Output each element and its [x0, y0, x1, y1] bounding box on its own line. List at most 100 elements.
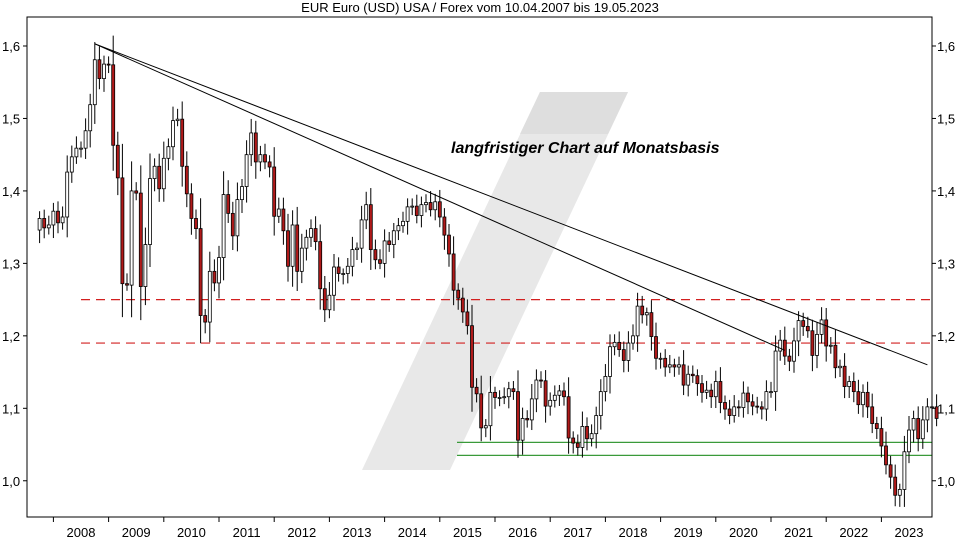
- candle-body: [226, 194, 231, 214]
- candle-body: [263, 154, 267, 163]
- candle-body: [589, 433, 594, 440]
- candle-body: [520, 418, 525, 441]
- candle-body: [129, 190, 134, 286]
- trendline: [94, 43, 928, 366]
- candle-body: [152, 165, 157, 179]
- x-tick-label: 2016: [508, 525, 537, 540]
- candle-body: [529, 398, 534, 421]
- candle-body: [543, 380, 548, 407]
- candle-body: [884, 445, 888, 466]
- candle-body: [184, 165, 189, 195]
- candle-body: [46, 224, 51, 229]
- candle-body: [539, 379, 543, 382]
- candle-body: [189, 193, 194, 219]
- candle-body: [603, 376, 608, 393]
- x-tick-label: 2011: [233, 525, 261, 540]
- candle-body: [796, 320, 801, 342]
- candle-body: [700, 383, 704, 393]
- candle-body: [695, 375, 700, 385]
- candle-body: [746, 392, 750, 403]
- candle-body: [65, 171, 70, 218]
- candle-body: [916, 418, 921, 440]
- chart-annotation: langfristiger Chart auf Monatsbasis: [451, 140, 720, 157]
- candle-body: [792, 340, 796, 362]
- y-tick-label: 1,2: [2, 329, 20, 344]
- y-tick-label: 1,1: [2, 401, 20, 416]
- y-tick-label: 1,5: [937, 111, 955, 126]
- x-tick-label: 2021: [784, 525, 813, 540]
- candle-body: [856, 391, 861, 406]
- candle-body: [819, 319, 824, 335]
- candle-body: [764, 391, 769, 410]
- plot-frame: [26, 16, 933, 518]
- candle-body: [815, 333, 819, 356]
- candle-body: [350, 249, 355, 267]
- candle-body: [502, 396, 507, 399]
- candle-body: [672, 364, 677, 368]
- candle-body: [240, 186, 244, 201]
- candle-body: [805, 326, 810, 332]
- candle-body: [769, 391, 773, 394]
- candle-body: [79, 147, 83, 150]
- candle-body: [585, 426, 589, 440]
- candle-body: [180, 118, 185, 167]
- candle-body: [244, 154, 249, 187]
- resistance-lines: [81, 299, 932, 344]
- trendlines: [94, 43, 928, 366]
- candle-body: [640, 305, 645, 316]
- candle-body: [907, 429, 911, 453]
- candle-body: [327, 294, 332, 311]
- x-tick-label: 2010: [177, 525, 206, 540]
- candle-body: [479, 393, 484, 429]
- candle-body: [111, 64, 116, 146]
- y-tick-label: 1,2: [937, 329, 955, 344]
- candle-body: [663, 357, 668, 368]
- candle-body: [580, 426, 585, 448]
- candle-body: [419, 204, 424, 216]
- candle-body: [470, 325, 474, 388]
- candle-body: [451, 253, 456, 291]
- candle-body: [644, 312, 649, 316]
- candle-body: [341, 273, 346, 275]
- candle-body: [336, 266, 341, 274]
- candle-body: [345, 265, 350, 274]
- y-tick-label: 1,6: [937, 39, 955, 54]
- candle-body: [911, 418, 916, 431]
- candle-body: [732, 406, 737, 416]
- candle-body: [120, 177, 125, 285]
- y-axis-right: 1,0 1,1 1,2 1,3 1,4 1,5 1,6: [932, 39, 955, 489]
- candle-body: [493, 391, 497, 398]
- x-tick-label: 2014: [398, 525, 427, 540]
- watermark-logo: [362, 92, 628, 470]
- y-tick-label: 1,0: [937, 474, 955, 489]
- candle-body: [138, 192, 143, 287]
- candle-body: [295, 224, 300, 272]
- candle-body: [782, 339, 787, 357]
- candle-body: [525, 418, 530, 421]
- candle-body: [286, 230, 290, 267]
- candle-body: [157, 165, 162, 190]
- candle-body: [74, 147, 79, 158]
- candle-body: [322, 288, 327, 311]
- y-tick-label: 1,5: [2, 111, 20, 126]
- candle-body: [824, 319, 829, 347]
- y-tick-label: 1,4: [2, 184, 20, 199]
- candle-body: [368, 204, 373, 251]
- candle-body: [456, 289, 461, 299]
- candle-body: [166, 146, 171, 159]
- candle-body: [690, 373, 695, 377]
- candle-body: [60, 216, 65, 224]
- candle-body: [424, 202, 428, 206]
- candle-body: [359, 219, 364, 249]
- candle-body: [920, 419, 925, 440]
- candle-body: [833, 344, 838, 369]
- candle-body: [51, 210, 56, 226]
- y-tick-label: 1,3: [2, 256, 20, 271]
- candle-body: [557, 390, 562, 396]
- candle-body: [355, 247, 359, 251]
- candle-body: [483, 425, 488, 429]
- candle-body: [433, 201, 438, 211]
- candle-body: [511, 388, 516, 393]
- x-tick-label: 2013: [343, 525, 372, 540]
